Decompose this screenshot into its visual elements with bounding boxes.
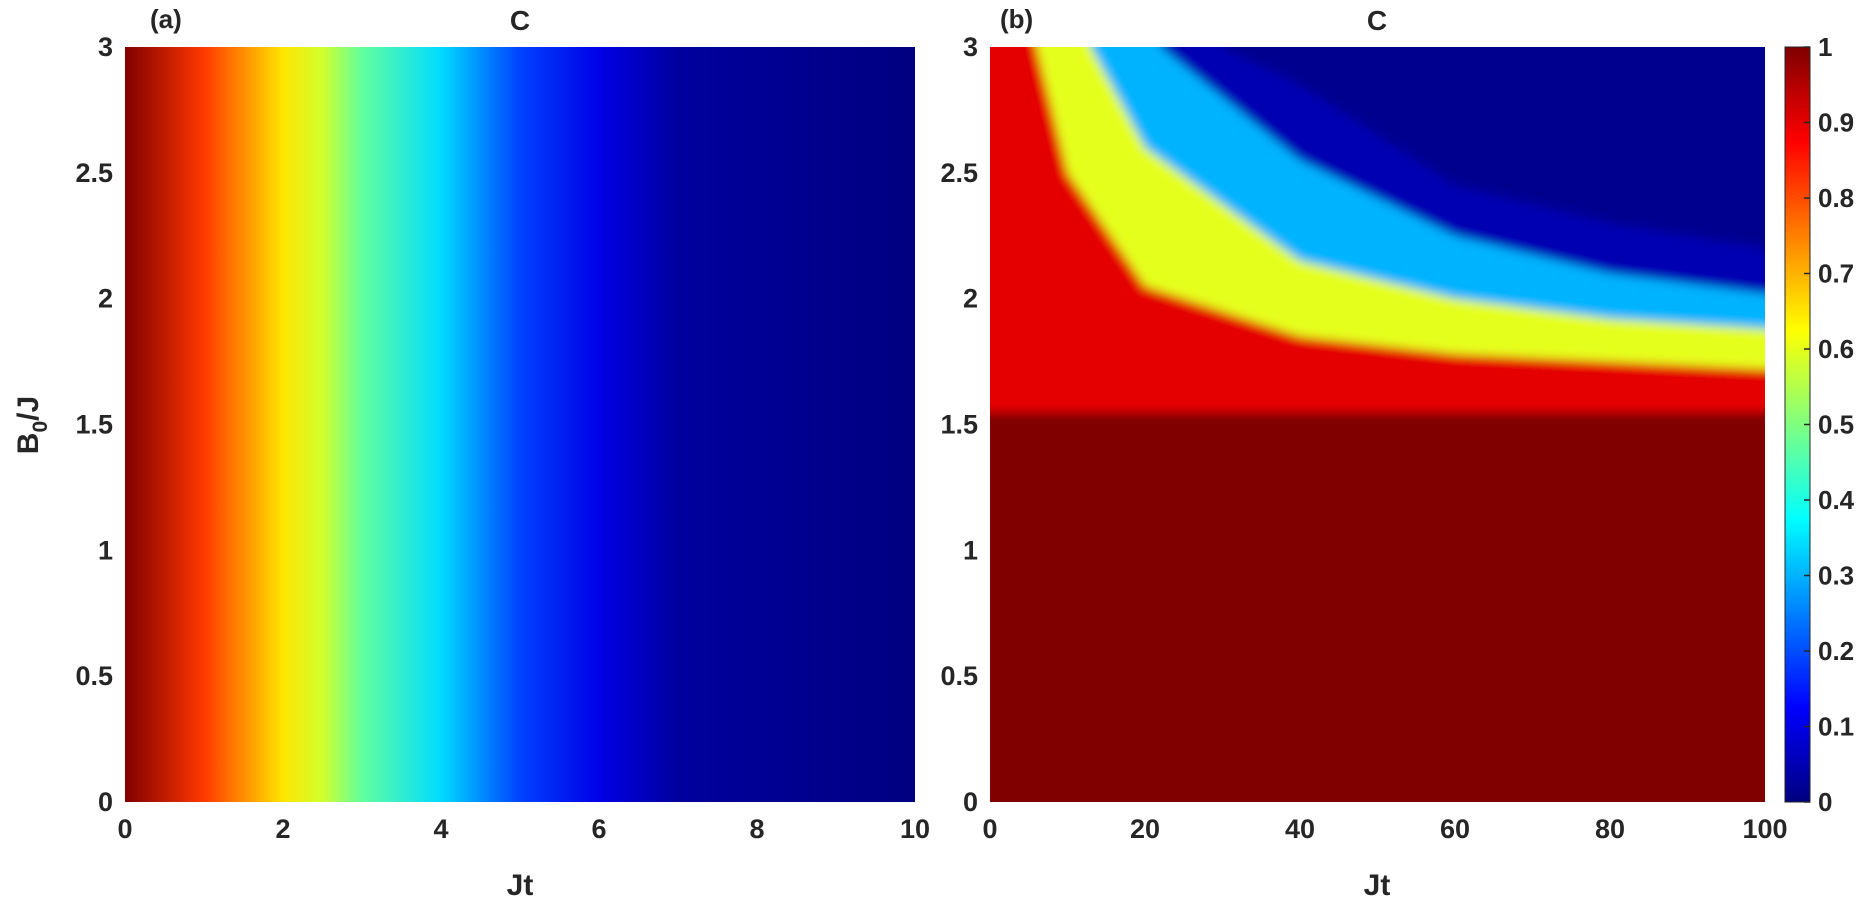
colorbar-tick-label: 0.6: [1818, 334, 1854, 364]
colorbar-tick-label: 0.8: [1818, 183, 1854, 213]
panel-a-label: (a): [150, 4, 182, 34]
colorbar-tick-label: 0.5: [1818, 410, 1854, 440]
panel-b-y-tick-label: 3: [963, 32, 978, 62]
panel-a-x-tick-label: 10: [900, 814, 930, 844]
panel-b-title: C: [1367, 5, 1387, 36]
colorbar-tick-label: 0.3: [1818, 561, 1854, 591]
y-label-base: B: [12, 433, 45, 455]
colorbar-tick-label: 0.2: [1818, 636, 1854, 666]
colorbar-tick-label: 0: [1818, 787, 1832, 817]
panel-a-y-axis-label: B0/J: [12, 396, 52, 454]
colorbar-tick-label: 0.4: [1818, 485, 1855, 515]
panel-b-y-tick-label: 0.5: [940, 661, 978, 691]
panel-a-y-tick-label: 2.5: [75, 158, 113, 188]
panel-b-label: (b): [1000, 4, 1033, 34]
panel-b-x-tick-label: 40: [1285, 814, 1315, 844]
y-label-subscript: 0: [29, 421, 52, 433]
panel-a-x-tick-label: 0: [117, 814, 132, 844]
heatmap-a: [125, 47, 915, 802]
panel-a-y-tick-label: 3: [98, 32, 113, 62]
colorbar-tick-label: 0.9: [1818, 108, 1854, 138]
panel-a-x-tick-label: 2: [275, 814, 290, 844]
y-label-rest: /J: [12, 396, 45, 421]
colorbar: 0 0.1 0.2 0.3 0.4 0.5 0.6 0.7 0.8 0.9 1: [1784, 32, 1855, 817]
panel-b-x-axis-label: Jt: [1364, 869, 1391, 902]
panel-a-x-ticks: 0 2 4 6 8 10: [117, 814, 930, 844]
panel-a: (a) C 0 2 4 6 8 10 00.511.522.53 Jt B0/J: [12, 4, 930, 902]
panel-a-y-tick-label: 0.5: [75, 661, 113, 691]
colorbar-tick-label: 1: [1818, 32, 1832, 62]
panel-b: (b) C 0 20 40 60 80 100 0 0.5 1 1.5 2 2.5 3 Jt: [940, 4, 1787, 902]
panel-b-x-tick-label: 0: [982, 814, 997, 844]
panel-a-x-axis-label: Jt: [507, 869, 534, 902]
panel-a-y-tick-label: 0: [98, 787, 113, 817]
panel-b-y-tick-label: 1.5: [940, 410, 978, 440]
panel-a-title: C: [510, 5, 530, 36]
panel-b-y-tick-label: 2.5: [940, 158, 978, 188]
panel-a-y-ticks: 0 0.5 1 1.5 2 2.5 3: [75, 32, 113, 817]
colorbar-tick-label: 0.7: [1818, 259, 1854, 289]
panel-b-y-tick-label: 0: [963, 787, 978, 817]
plateau-region: [990, 411, 1765, 802]
panel-a-x-tick-label: 4: [433, 814, 448, 844]
panel-a-y-tick-label: 1: [98, 535, 113, 565]
panel-a-x-tick-label: 8: [749, 814, 764, 844]
panel-b-x-tick-label: 60: [1440, 814, 1470, 844]
panel-b-x-tick-label: 80: [1595, 814, 1625, 844]
panel-b-y-ticks: 0 0.5 1 1.5 2 2.5 3: [940, 32, 978, 817]
panel-b-x-tick-label: 20: [1130, 814, 1160, 844]
colorbar-tick-label: 0.1: [1818, 712, 1854, 742]
heatmap-b: [990, 47, 1765, 802]
panel-b-y-tick-label: 1: [963, 535, 978, 565]
panel-b-x-ticks: 0 20 40 60 80 100: [982, 814, 1787, 844]
panel-b-y-tick-label: 2: [963, 284, 978, 314]
panel-a-y-tick-label: 2: [98, 284, 113, 314]
panel-a-y-tick-label: 1.5: [75, 410, 113, 440]
panel-a-x-tick-label: 6: [591, 814, 606, 844]
panel-b-x-tick-label: 100: [1742, 814, 1787, 844]
